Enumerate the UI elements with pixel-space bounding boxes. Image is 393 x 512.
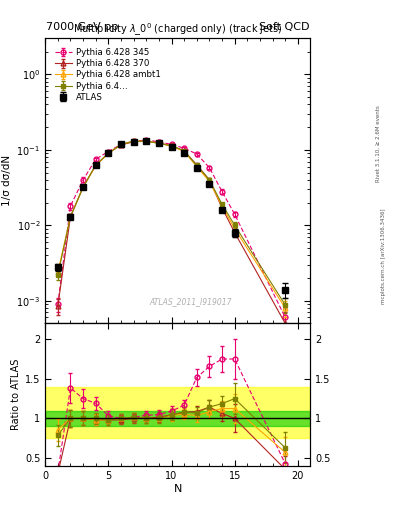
Bar [45, 411, 310, 426]
X-axis label: N: N [174, 483, 182, 494]
Text: ATLAS_2011_I919017: ATLAS_2011_I919017 [150, 297, 232, 306]
Text: Soft QCD: Soft QCD [259, 22, 310, 32]
Text: Rivet 3.1.10, ≥ 2.6M events: Rivet 3.1.10, ≥ 2.6M events [376, 105, 380, 182]
Text: mcplots.cern.ch [arXiv:1306.3436]: mcplots.cern.ch [arXiv:1306.3436] [381, 208, 386, 304]
Y-axis label: 1/σ dσ/dN: 1/σ dσ/dN [2, 155, 12, 206]
Text: 7000 GeV pp: 7000 GeV pp [46, 22, 119, 32]
Y-axis label: Ratio to ATLAS: Ratio to ATLAS [11, 359, 21, 431]
Bar [45, 387, 310, 438]
Title: Multiplicity $\lambda\_0^0$ (charged only) (track jets): Multiplicity $\lambda\_0^0$ (charged onl… [73, 22, 283, 38]
Legend: Pythia 6.428 345, Pythia 6.428 370, Pythia 6.428 ambt1, Pythia 6.4…, ATLAS: Pythia 6.428 345, Pythia 6.428 370, Pyth… [52, 46, 164, 104]
